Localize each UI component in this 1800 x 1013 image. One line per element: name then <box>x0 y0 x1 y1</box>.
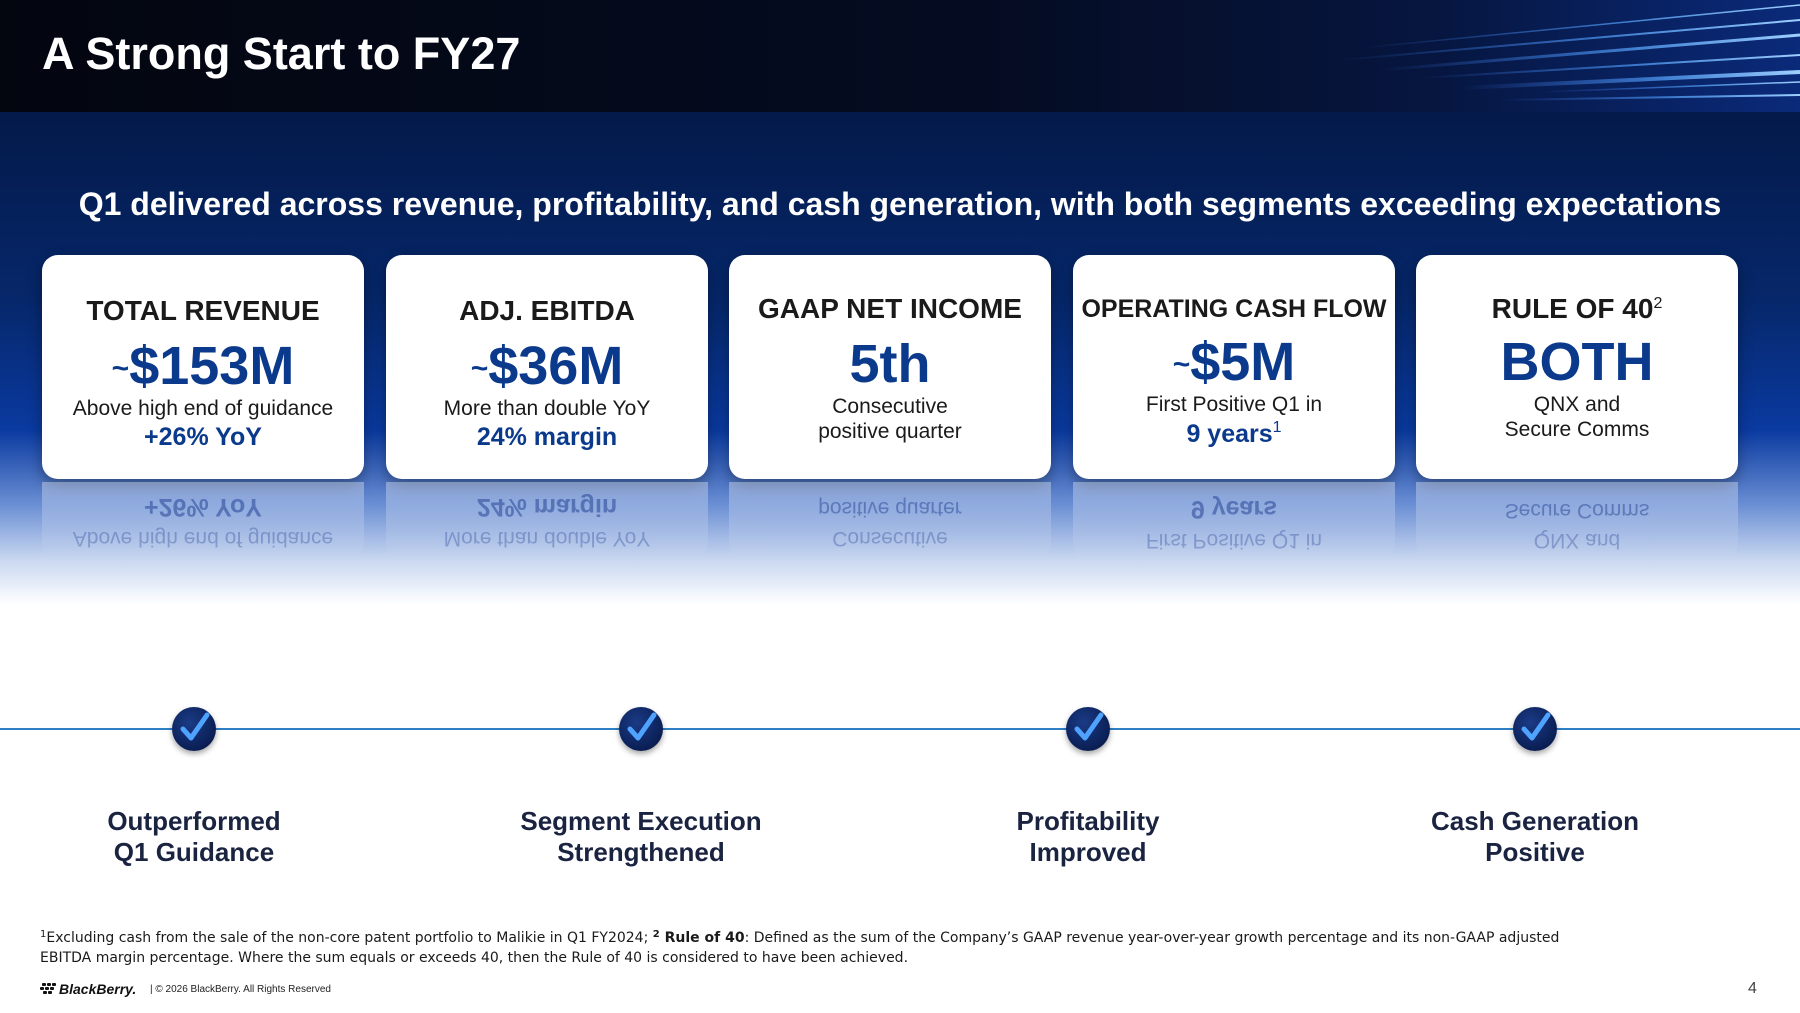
metric-value: ~$153M <box>111 336 295 396</box>
milestone-profitability: Profitability Improved <box>1016 806 1160 867</box>
metric-note: More than double YoY <box>443 397 651 420</box>
blackberry-logo: BlackBerry. <box>40 980 136 998</box>
card-reflection: +26% YoY Above high end of guidance <box>42 482 364 560</box>
card-reflections: +26% YoY Above high end of guidance 24% … <box>42 482 1738 562</box>
metric-value: ~$36M <box>470 336 624 396</box>
card-reflection: 9 years First Positive Q1 in <box>1073 482 1395 560</box>
metric-value: 5th <box>849 334 931 394</box>
metric-cards: TOTAL REVENUE ~$153M Above high end of g… <box>42 255 1738 480</box>
metric-label: OPERATING CASH FLOW <box>1081 295 1387 323</box>
metric-label: RULE OF 402 <box>1491 293 1663 324</box>
checkmark-icon <box>1513 707 1557 751</box>
card-reflection: 24% margin More than double YoY <box>386 482 708 560</box>
milestone-cash-generation: Cash Generation Positive <box>1430 806 1640 867</box>
metric-card-total-revenue: TOTAL REVENUE ~$153M Above high end of g… <box>42 255 364 479</box>
metric-note: Consecutive <box>832 395 948 418</box>
logo-text: BlackBerry. <box>59 981 137 997</box>
copyright: | © 2026 BlackBerry. All Rights Reserved <box>150 984 331 995</box>
metric-note-2: Secure Comms <box>1504 418 1650 441</box>
metric-note: Above high end of guidance <box>72 397 334 420</box>
light-streaks-decoration <box>1339 4 1800 101</box>
metric-note: QNX and <box>1533 393 1621 416</box>
metric-highlight: 24% margin <box>476 423 618 451</box>
checkmark-icon <box>1066 707 1110 751</box>
card-reflection: positive quarter Consecutive <box>729 482 1051 560</box>
blackberry-logo-icon <box>40 983 56 995</box>
metric-label: TOTAL REVENUE <box>86 295 320 326</box>
card-reflection: Secure Comms QNX and <box>1416 482 1738 560</box>
milestone-segment-execution: Segment Execution Strengthened <box>520 806 762 867</box>
page-subtitle: Q1 delivered across revenue, profitabili… <box>78 186 1722 222</box>
metric-note: First Positive Q1 in <box>1145 393 1323 416</box>
timeline-line <box>0 728 1800 730</box>
metric-value: BOTH <box>1500 332 1654 392</box>
checkmark-icon <box>619 707 663 751</box>
metric-card-rule-of-40: RULE OF 402 BOTH QNX and Secure Comms <box>1416 255 1738 479</box>
metric-note-2: positive quarter <box>818 420 962 443</box>
metric-card-operating-cash-flow: OPERATING CASH FLOW ~$5M First Positive … <box>1073 255 1395 479</box>
title-bar: A Strong Start to FY27 <box>0 0 1800 112</box>
checkmark-icon <box>172 707 216 751</box>
metric-value: ~$5M <box>1172 332 1296 392</box>
metric-card-gaap-net-income: GAAP NET INCOME 5th Consecutive positive… <box>729 255 1051 479</box>
page-title: A Strong Start to FY27 <box>42 28 521 79</box>
milestone-outperformed-guidance: Outperformed Q1 Guidance <box>107 806 281 867</box>
metric-label: GAAP NET INCOME <box>758 293 1022 324</box>
page-number: 4 <box>1748 980 1757 997</box>
metric-label: ADJ. EBITDA <box>459 295 635 326</box>
metric-highlight: 9 years1 <box>1186 419 1282 448</box>
metric-highlight: +26% YoY <box>144 423 262 451</box>
metric-card-adj-ebitda: ADJ. EBITDA ~$36M More than double YoY 2… <box>386 255 708 479</box>
footnote: 1Excluding cash from the sale of the non… <box>40 929 1560 966</box>
